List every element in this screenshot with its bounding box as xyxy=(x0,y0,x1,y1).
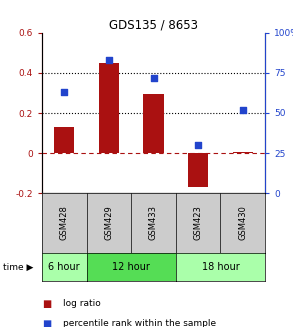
Text: percentile rank within the sample: percentile rank within the sample xyxy=(62,319,216,327)
Text: GSM430: GSM430 xyxy=(238,206,247,240)
Point xyxy=(62,90,67,95)
Bar xyxy=(233,152,253,153)
Bar xyxy=(144,94,163,153)
Title: GDS135 / 8653: GDS135 / 8653 xyxy=(109,19,198,32)
Point xyxy=(107,58,111,63)
Bar xyxy=(99,63,119,153)
Text: GSM428: GSM428 xyxy=(60,206,69,240)
Text: 18 hour: 18 hour xyxy=(202,262,239,272)
Bar xyxy=(188,153,208,187)
Point xyxy=(151,75,156,80)
Text: GSM429: GSM429 xyxy=(104,206,113,240)
Text: ■: ■ xyxy=(42,318,51,327)
Point xyxy=(240,107,245,112)
Text: time ▶: time ▶ xyxy=(3,263,33,271)
Point xyxy=(196,142,200,147)
Bar xyxy=(54,127,74,153)
Text: ■: ■ xyxy=(42,299,51,309)
Text: 6 hour: 6 hour xyxy=(48,262,80,272)
Text: log ratio: log ratio xyxy=(62,300,100,308)
Text: 12 hour: 12 hour xyxy=(112,262,150,272)
Text: GSM433: GSM433 xyxy=(149,205,158,240)
Text: GSM423: GSM423 xyxy=(194,206,202,240)
